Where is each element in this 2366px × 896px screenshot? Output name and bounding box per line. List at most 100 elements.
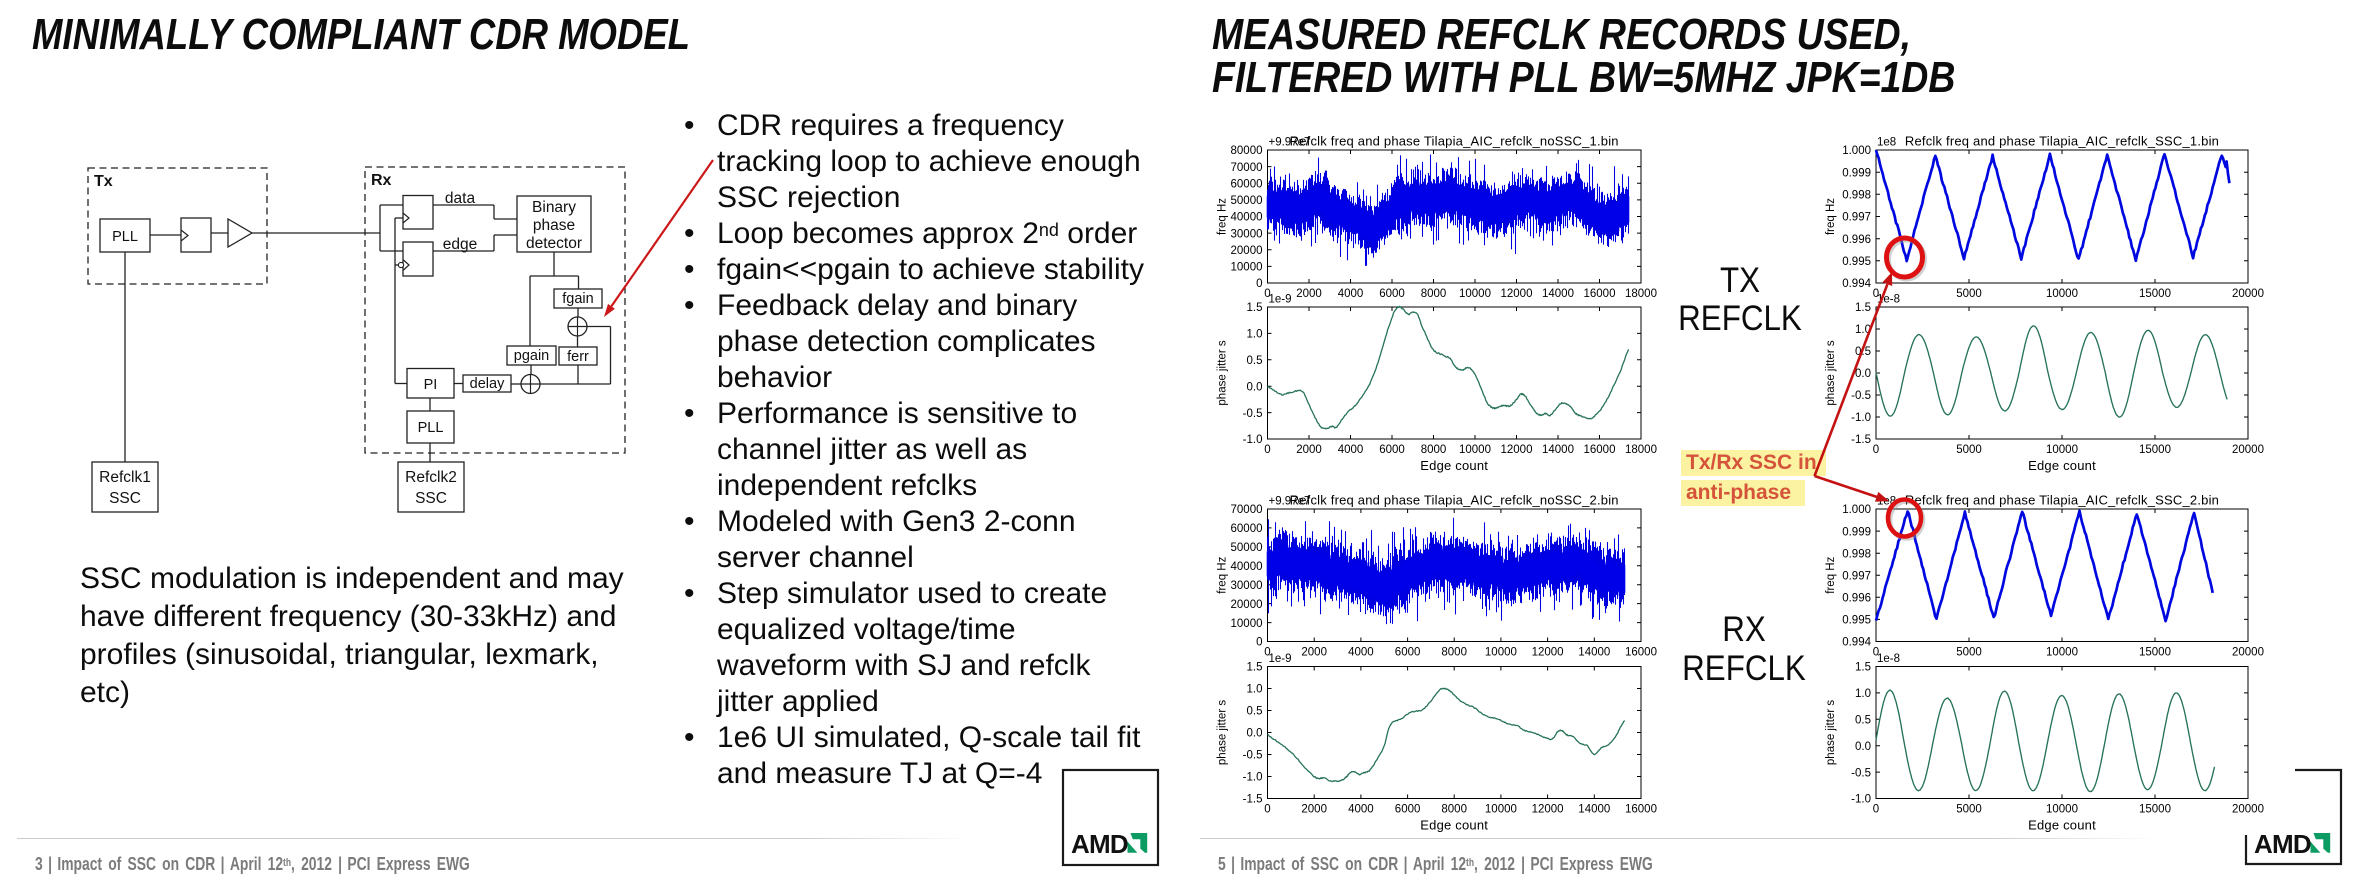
svg-text:14000: 14000	[1542, 444, 1574, 456]
svg-text:5000: 5000	[1956, 804, 1982, 816]
svg-text:18000: 18000	[1625, 288, 1657, 300]
svg-text:-0.5: -0.5	[1243, 750, 1263, 762]
svg-text:+9.97e7: +9.97e7	[1269, 137, 1311, 149]
svg-text:40000: 40000	[1231, 561, 1263, 573]
svg-text:4000: 4000	[1348, 804, 1374, 816]
svg-text:15000: 15000	[2139, 804, 2171, 816]
svg-text:18000: 18000	[1625, 444, 1657, 456]
svg-text:Refclk freq and phase Tilapia_: Refclk freq and phase Tilapia_AIC_refclk…	[1905, 134, 2219, 149]
svg-text:8000: 8000	[1441, 647, 1467, 659]
svg-text:1e-9: 1e-9	[1269, 294, 1292, 306]
svg-text:delay: delay	[470, 376, 505, 392]
svg-text:1.5: 1.5	[1247, 662, 1263, 674]
svg-text:14000: 14000	[1542, 288, 1574, 300]
svg-text:data: data	[445, 190, 476, 207]
svg-text:1.5: 1.5	[1247, 302, 1263, 314]
svg-text:70000: 70000	[1231, 504, 1263, 516]
svg-text:10000: 10000	[2046, 647, 2078, 659]
svg-text:1e-8: 1e-8	[1877, 653, 1900, 665]
svg-text:0: 0	[1264, 804, 1270, 816]
svg-text:Binary: Binary	[532, 199, 576, 216]
svg-text:1.0: 1.0	[1247, 684, 1263, 696]
svg-text:SSC: SSC	[415, 490, 447, 507]
svg-text:2000: 2000	[1296, 444, 1322, 456]
svg-text:30000: 30000	[1231, 228, 1263, 240]
svg-text:phase jitter s: phase jitter s	[1825, 700, 1837, 765]
svg-text:6000: 6000	[1379, 288, 1405, 300]
svg-text:1.0: 1.0	[1855, 324, 1871, 336]
svg-text:16000: 16000	[1625, 647, 1657, 659]
svg-text:70000: 70000	[1231, 162, 1263, 174]
svg-text:0: 0	[1873, 804, 1879, 816]
svg-text:2000: 2000	[1296, 288, 1322, 300]
svg-text:0.996: 0.996	[1842, 593, 1871, 605]
svg-text:15000: 15000	[2139, 288, 2171, 300]
svg-text:PI: PI	[424, 377, 438, 393]
svg-text:14000: 14000	[1578, 647, 1610, 659]
svg-text:1.000: 1.000	[1842, 145, 1871, 157]
svg-text:freq Hz: freq Hz	[1217, 556, 1229, 593]
svg-text:1.5: 1.5	[1855, 662, 1871, 674]
svg-text:16000: 16000	[1584, 444, 1616, 456]
svg-text:10000: 10000	[1485, 647, 1517, 659]
svg-text:20000: 20000	[2232, 647, 2264, 659]
svg-text:pgain: pgain	[514, 348, 549, 364]
svg-text:12000: 12000	[1501, 288, 1533, 300]
svg-text:4000: 4000	[1348, 647, 1374, 659]
svg-text:0.999: 0.999	[1842, 526, 1871, 538]
svg-text:0.5: 0.5	[1855, 346, 1871, 358]
svg-text:Tx: Tx	[94, 173, 113, 190]
svg-text:5000: 5000	[1956, 288, 1982, 300]
svg-text:0.995: 0.995	[1842, 615, 1871, 627]
svg-text:AMD: AMD	[2254, 829, 2311, 859]
svg-text:-1.0: -1.0	[1243, 772, 1263, 784]
svg-text:60000: 60000	[1231, 178, 1263, 190]
svg-text:-1.0: -1.0	[1243, 434, 1263, 446]
svg-text:phase jitter s: phase jitter s	[1825, 340, 1837, 405]
svg-text:-1.5: -1.5	[1851, 434, 1871, 446]
svg-text:10000: 10000	[1231, 618, 1263, 630]
svg-text:50000: 50000	[1231, 195, 1263, 207]
svg-text:12000: 12000	[1532, 647, 1564, 659]
svg-text:freq Hz: freq Hz	[1825, 556, 1837, 593]
svg-text:1e8: 1e8	[1877, 137, 1896, 149]
svg-text:ferr: ferr	[567, 349, 589, 365]
svg-text:12000: 12000	[1532, 804, 1564, 816]
svg-text:16000: 16000	[1625, 804, 1657, 816]
svg-text:0.0: 0.0	[1247, 381, 1263, 393]
svg-text:1.0: 1.0	[1855, 688, 1871, 700]
svg-text:2000: 2000	[1301, 804, 1327, 816]
svg-text:0: 0	[1264, 647, 1270, 659]
svg-text:14000: 14000	[1578, 804, 1610, 816]
svg-text:0: 0	[1873, 288, 1879, 300]
svg-text:0.0: 0.0	[1247, 728, 1263, 740]
svg-text:Edge count: Edge count	[1420, 818, 1488, 833]
svg-text:6000: 6000	[1395, 804, 1421, 816]
svg-text:10000: 10000	[2046, 804, 2078, 816]
svg-text:8000: 8000	[1441, 804, 1467, 816]
svg-text:0.998: 0.998	[1842, 190, 1871, 202]
svg-text:1.0: 1.0	[1247, 329, 1263, 341]
svg-text:5000: 5000	[1956, 444, 1982, 456]
svg-text:phase jitter s: phase jitter s	[1217, 700, 1229, 765]
svg-text:0: 0	[1264, 444, 1270, 456]
svg-text:4000: 4000	[1338, 288, 1364, 300]
svg-text:0.5: 0.5	[1247, 706, 1263, 718]
svg-text:detector: detector	[526, 235, 582, 252]
svg-text:20000: 20000	[2232, 804, 2264, 816]
svg-text:0.0: 0.0	[1855, 368, 1871, 380]
svg-text:0.997: 0.997	[1842, 212, 1871, 224]
svg-text:2000: 2000	[1301, 647, 1327, 659]
svg-text:0.997: 0.997	[1842, 571, 1871, 583]
svg-text:0: 0	[1873, 444, 1879, 456]
svg-text:1.5: 1.5	[1855, 302, 1871, 314]
svg-text:1e-9: 1e-9	[1269, 653, 1292, 665]
svg-text:0: 0	[1873, 647, 1879, 659]
svg-text:0: 0	[1264, 288, 1270, 300]
svg-text:phase jitter s: phase jitter s	[1217, 340, 1229, 405]
svg-text:50000: 50000	[1231, 542, 1263, 554]
svg-text:0: 0	[1256, 637, 1262, 649]
svg-text:12000: 12000	[1501, 444, 1533, 456]
svg-text:-0.5: -0.5	[1243, 408, 1263, 420]
svg-text:0.0: 0.0	[1855, 741, 1871, 753]
